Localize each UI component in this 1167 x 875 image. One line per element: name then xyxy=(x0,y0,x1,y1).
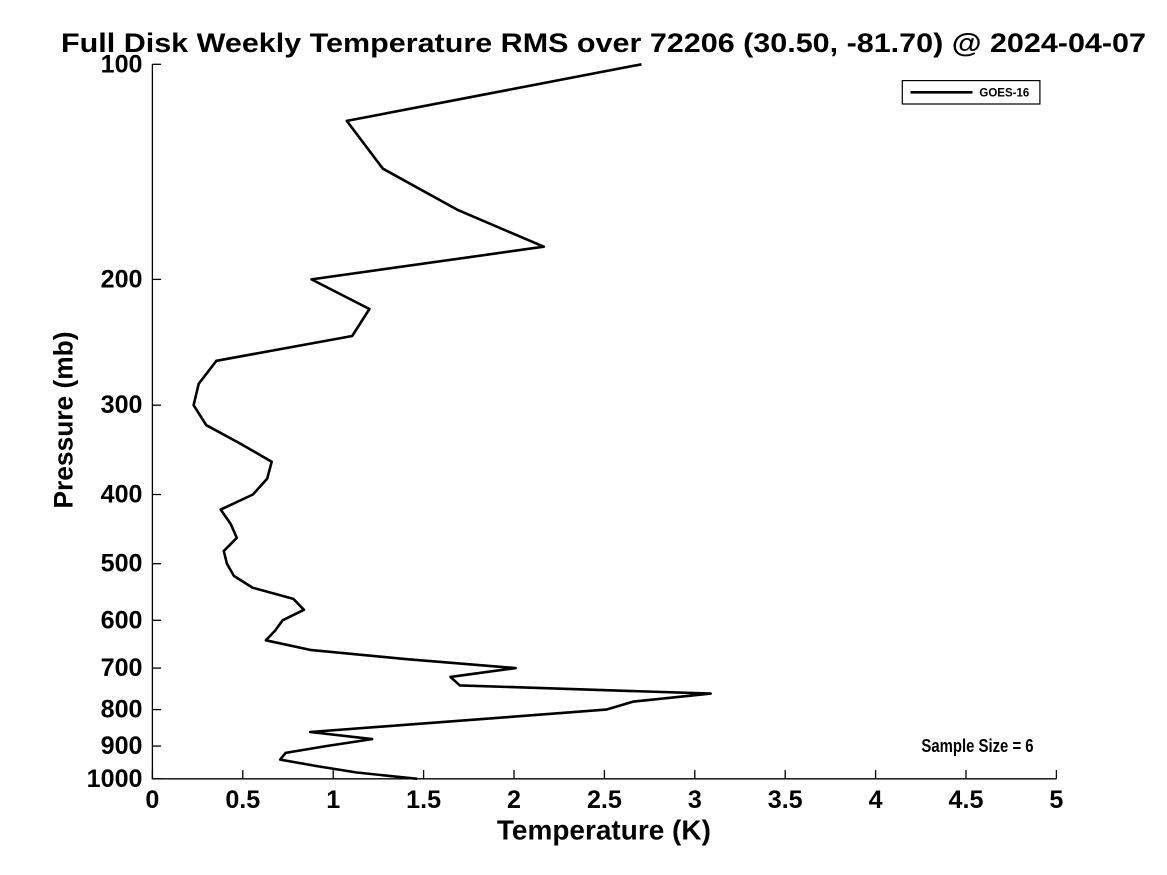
svg-text:4.5: 4.5 xyxy=(949,786,984,814)
svg-text:0.5: 0.5 xyxy=(225,786,260,814)
svg-text:5: 5 xyxy=(1049,786,1063,814)
svg-text:4: 4 xyxy=(869,786,883,814)
svg-text:400: 400 xyxy=(101,481,143,509)
svg-text:700: 700 xyxy=(101,654,143,682)
svg-text:Temperature (K): Temperature (K) xyxy=(497,815,711,846)
svg-text:Full Disk Weekly Temperature R: Full Disk Weekly Temperature RMS over 72… xyxy=(61,27,1146,58)
svg-text:800: 800 xyxy=(101,696,143,724)
svg-text:100: 100 xyxy=(101,50,143,78)
svg-text:200: 200 xyxy=(101,265,143,293)
svg-text:1.5: 1.5 xyxy=(406,786,441,814)
svg-text:300: 300 xyxy=(101,391,143,419)
svg-text:1000: 1000 xyxy=(87,765,143,793)
svg-text:Sample Size = 6: Sample Size = 6 xyxy=(921,736,1033,756)
svg-text:2.5: 2.5 xyxy=(587,786,622,814)
svg-text:Pressure (mb): Pressure (mb) xyxy=(48,332,79,509)
svg-text:2: 2 xyxy=(507,786,521,814)
svg-text:3: 3 xyxy=(688,786,702,814)
svg-text:1: 1 xyxy=(326,786,340,814)
svg-text:0: 0 xyxy=(145,786,159,814)
svg-text:600: 600 xyxy=(101,606,143,634)
svg-text:3.5: 3.5 xyxy=(768,786,803,814)
svg-text:500: 500 xyxy=(101,550,143,578)
svg-text:GOES-16: GOES-16 xyxy=(979,87,1029,99)
svg-text:900: 900 xyxy=(101,732,143,760)
